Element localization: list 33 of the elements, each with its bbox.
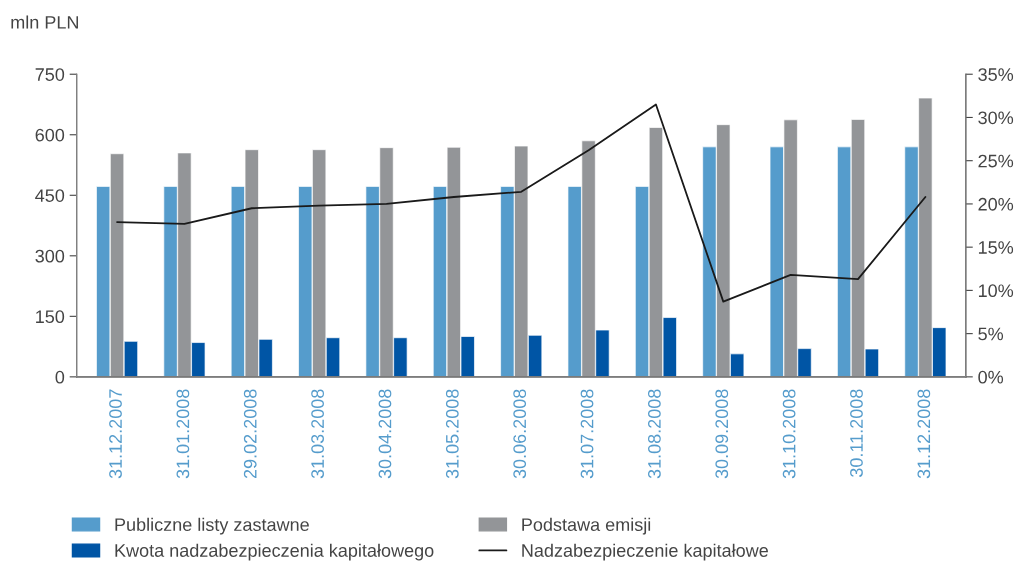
x-tick-label: 31.12.2008	[917, 389, 931, 479]
y-axis-title: mln PLN	[11, 15, 78, 29]
x-tick-label: 31.01.2008	[176, 389, 190, 479]
x-tick-label: 29.02.2008	[243, 389, 257, 479]
y2-tick-label: 20%	[978, 197, 1014, 211]
legend-label: Podstawa emisji	[522, 517, 651, 535]
y2-tick-label: 15%	[978, 241, 1014, 254]
x-tick-label: 30.06.2008	[513, 389, 527, 479]
line-series	[116, 103, 927, 303]
y-tick-label: 600	[35, 128, 65, 142]
y-tick-label: 300	[35, 249, 65, 263]
legend-label: Nadzabezpieczenie kapitałowe	[522, 543, 768, 561]
x-tick-label: 31.05.2008	[445, 389, 459, 479]
y2-tick-label: 5%	[978, 327, 1004, 341]
x-tick-label: 31.03.2008	[311, 389, 324, 479]
x-tick-label: 30.04.2008	[378, 389, 392, 479]
legend-label: Publiczne listy zastawne	[115, 517, 309, 535]
y-tick-label: 150	[36, 310, 65, 324]
x-tick-label: 30.09.2008	[715, 389, 729, 479]
y-tick-label: 750	[35, 68, 65, 81]
x-tick-label: 31.08.2008	[648, 389, 661, 479]
x-tick-label: 31.07.2008	[580, 389, 594, 479]
y2-tick-label: 0%	[978, 370, 1004, 384]
y2-tick-label: 25%	[978, 154, 1014, 168]
y2-tick-label: 35%	[978, 68, 1014, 81]
x-tick-label: 31.12.2007	[109, 389, 122, 479]
legend-label: Kwota nadzabezpieczenia kapitałowego	[115, 543, 434, 561]
x-tick-label: 30.11.2008	[850, 389, 863, 477]
y-tick-label: 0	[55, 370, 65, 384]
x-tick-label: 31.10.2008	[782, 389, 796, 479]
y2-tick-label: 30%	[978, 111, 1014, 125]
y2-tick-label: 10%	[978, 284, 1014, 298]
y-tick-label: 450	[35, 189, 65, 202]
